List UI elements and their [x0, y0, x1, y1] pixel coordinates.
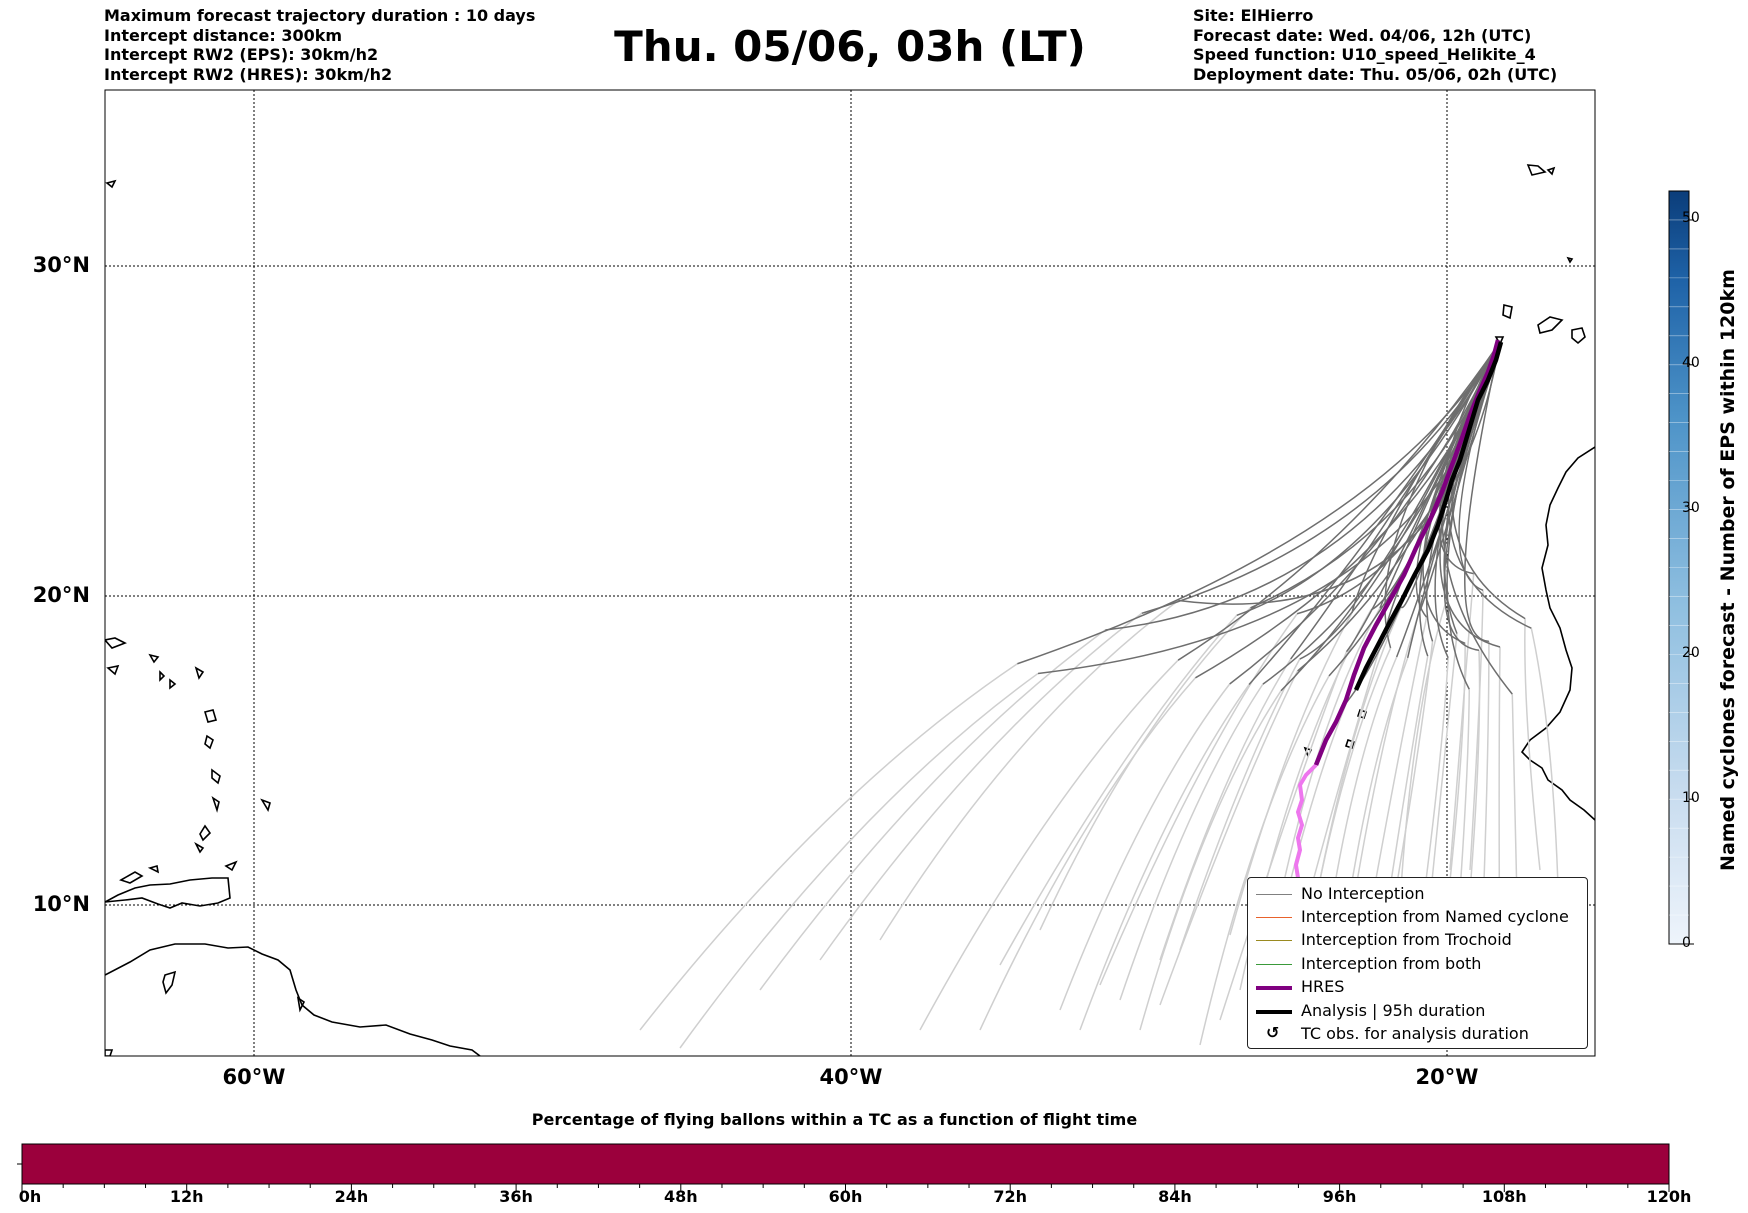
eps-trajectory: [1017, 341, 1501, 665]
lon-label-20w: 20°W: [1415, 1065, 1479, 1089]
lat-label-20n: 20°N: [32, 583, 90, 607]
eps-trajectory: [1177, 341, 1501, 661]
flight-time-bar: [17, 1143, 1670, 1192]
eps-trajectory: [1443, 341, 1501, 651]
colorbar: [1668, 190, 1694, 945]
flight-bar-tick-label: 84h: [1158, 1187, 1192, 1206]
legend-line-gray: [1256, 894, 1292, 895]
legend-label: Interception from Trochoid: [1301, 930, 1512, 949]
map-gridlines: [105, 90, 1595, 1056]
lat-label-30n: 30°N: [32, 253, 90, 277]
colorbar-tick-30: 30: [1682, 500, 1700, 516]
eps-trajectory: [1446, 341, 1501, 690]
eps-trajectory: [1438, 341, 1501, 575]
flight-bar-tick-label: 36h: [499, 1187, 533, 1206]
eps-trajectory: [1351, 341, 1501, 614]
flight-bar-tick-label: 120h: [1646, 1187, 1692, 1206]
flight-bar-tick-label: 48h: [663, 1187, 698, 1206]
eps-trajectory: [1422, 341, 1501, 645]
colorbar-tick-10: 10: [1682, 790, 1700, 806]
eps-trajectory: [1219, 651, 1348, 1021]
eps-trajectory: [1039, 607, 1251, 931]
colorbar-title: Named cyclones forecast - Number of EPS …: [1717, 269, 1739, 871]
legend-label: TC obs. for analysis duration: [1301, 1024, 1529, 1043]
eps-trajectory: [1524, 618, 1541, 871]
map-title: Thu. 05/06, 03h (LT): [614, 22, 1086, 71]
intercept-eps-text: Intercept RW2 (EPS): 30km/h2: [104, 45, 379, 64]
colorbar-tick-20: 20: [1682, 645, 1700, 661]
eps-trajectory: [879, 599, 1179, 941]
forecast-date-text: Forecast date: Wed. 04/06, 12h (UTC): [1193, 25, 1532, 45]
eps-trajectory: [1229, 612, 1353, 936]
flight-bar-tick-label: 96h: [1322, 1187, 1357, 1206]
eps-trajectory: [919, 659, 1179, 1031]
legend-line-orange: [1256, 917, 1292, 918]
intercept-hres-text: Intercept RW2 (HRES): 30km/h2: [104, 64, 393, 84]
eps-trajectory: [639, 663, 1018, 1031]
legend-label: Interception from both: [1301, 954, 1482, 973]
coastline-americas: [105, 179, 481, 1056]
legend-label: Analysis | 95h duration: [1301, 1001, 1486, 1020]
deployment-date-text: Deployment date: Thu. 05/06, 02h (UTC): [1193, 64, 1558, 84]
legend-item-trochoid: Interception from Trochoid: [1248, 929, 1587, 952]
eps-trajectory: [979, 677, 1196, 1031]
intercept-distance-text: Intercept distance: 300km: [104, 25, 343, 45]
eps-trajectory: [759, 629, 1106, 991]
legend-item-analysis: Analysis | 95h duration: [1248, 1000, 1587, 1023]
eps-trajectory: [1119, 683, 1264, 1001]
eps-trajectory: [999, 614, 1238, 966]
colorbar-tick-40: 40: [1682, 355, 1700, 371]
eps-trajectory: [1469, 590, 1484, 871]
legend-line-green: [1256, 964, 1292, 965]
header-left-info: Maximum forecast trajectory duration : 1…: [104, 6, 535, 84]
flight-bar-tick-label: 72h: [993, 1187, 1028, 1206]
map-legend: No Interception Interception from Named …: [1247, 877, 1588, 1049]
tc-obs-icon: ↺: [1266, 1023, 1280, 1042]
lon-label-40w: 40°W: [819, 1065, 883, 1089]
eps-trajectory: [1178, 341, 1501, 605]
max-duration-text: Maximum forecast trajectory duration : 1…: [104, 6, 536, 25]
header-right-info: Site: ElHierro Forecast date: Wed. 04/06…: [1193, 6, 1557, 84]
legend-item-no-interception: No Interception: [1248, 883, 1587, 906]
legend-line-black: [1256, 1010, 1292, 1014]
legend-line-olive: [1256, 940, 1292, 941]
eps-trajectory: [1384, 341, 1501, 649]
legend-item-both: Interception from both: [1248, 953, 1587, 976]
flight-bar-tick-label: 0h: [18, 1187, 42, 1206]
eps-trajectory: [679, 672, 1039, 1049]
analysis-trajectory: [1353, 341, 1504, 691]
legend-label: No Interception: [1301, 884, 1425, 903]
eps-trajectory: [1464, 341, 1501, 643]
legend-label: Interception from Named cyclone: [1301, 907, 1569, 926]
flight-bar-tick-label: 24h: [334, 1187, 369, 1206]
legend-item-tc-obs: ↺ TC obs. for analysis duration: [1248, 1023, 1587, 1046]
eps-trajectory: [1139, 690, 1282, 1031]
eps-trajectory: [819, 612, 1143, 961]
eps-trajectory: [1290, 341, 1501, 660]
eps-trajectory: [1159, 658, 1292, 961]
speed-function-text: Speed function: U10_speed_Helikite_4: [1193, 45, 1536, 64]
lat-label-10n: 10°N: [32, 892, 90, 916]
legend-label: HRES: [1301, 977, 1345, 996]
colorbar-tick-0: 0: [1682, 935, 1691, 951]
legend-item-hres: HRES: [1248, 976, 1587, 999]
eps-trajectory: [1105, 341, 1501, 631]
flight-bar-tick-label: 108h: [1481, 1187, 1527, 1206]
eps-trajectory: [1449, 573, 1475, 871]
eps-trajectory: [1059, 683, 1231, 1011]
lon-label-60w: 60°W: [222, 1065, 286, 1089]
eps-trajectory: [1441, 341, 1513, 695]
flight-bar-title: Percentage of flying ballons within a TC…: [531, 1110, 1138, 1129]
colorbar-tick-50: 50: [1682, 210, 1700, 226]
flight-bar-tick-label: 12h: [169, 1187, 204, 1206]
eps-trajectory: [1458, 341, 1501, 592]
legend-line-purple: [1256, 986, 1292, 990]
flight-bar-tick-label: 60h: [828, 1187, 863, 1206]
legend-item-named-cyclone: Interception from Named cyclone: [1248, 906, 1587, 929]
site-text: Site: ElHierro: [1193, 6, 1314, 25]
eps-trajectory: [1079, 684, 1250, 1031]
